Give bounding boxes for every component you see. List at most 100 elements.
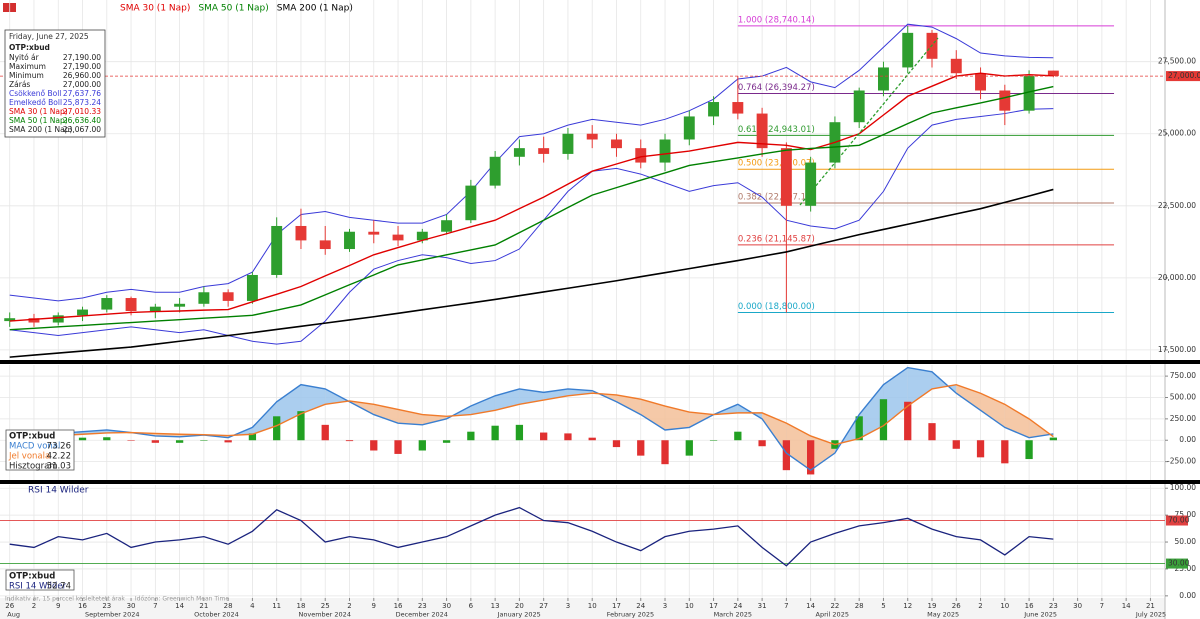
tooltip-symbol: OTP:xbud xyxy=(9,43,50,52)
legend-entry: SMA 50 (1 Nap) xyxy=(198,4,268,14)
x-tick-label: 3 xyxy=(566,602,570,610)
histogram-bar xyxy=(224,440,232,443)
candle-body xyxy=(319,240,331,250)
y-tick-label: 250.00 xyxy=(1170,414,1196,423)
macd-line xyxy=(9,383,1054,446)
level-box xyxy=(1166,515,1188,526)
x-tick-label: 16 xyxy=(394,602,403,610)
histogram-bar xyxy=(103,437,111,441)
x-tick-label: 7 xyxy=(784,602,788,610)
candle-body xyxy=(635,148,647,163)
histogram-bar xyxy=(418,440,426,451)
macd-fill xyxy=(373,404,399,424)
candle-body xyxy=(805,162,817,206)
candle-body xyxy=(246,274,258,301)
histogram-bar xyxy=(709,440,718,441)
histogram-bar xyxy=(515,424,524,441)
legend-value: 31.03 xyxy=(47,462,71,472)
histogram-bar xyxy=(734,431,742,441)
histogram-bar xyxy=(151,440,159,443)
fib-label: 0.000 (18,800.00) xyxy=(738,302,815,312)
legend-title: OTP:xbud xyxy=(9,432,55,442)
x-tick-label: 20 xyxy=(515,602,524,610)
candle-body xyxy=(611,139,622,149)
x-tick-label: 21 xyxy=(199,602,208,610)
fib-label: 0.500 (23,770.07) xyxy=(738,159,815,169)
histogram-bar xyxy=(321,424,329,441)
histogram-bar xyxy=(1025,440,1033,460)
histogram-bar xyxy=(904,401,912,441)
histogram-bar xyxy=(175,440,184,443)
legend-name: Hisztogram xyxy=(9,462,58,472)
x-tick-label: 28 xyxy=(855,602,864,610)
sma-line xyxy=(9,188,1054,358)
tooltip-value: 27,190.00 xyxy=(63,53,101,62)
x-tick-label: 31 xyxy=(758,602,767,610)
tooltip-value: 26,960.00 xyxy=(63,71,101,80)
x-tick-label: 25 xyxy=(321,602,330,610)
x-tick-label: 30 xyxy=(442,602,451,610)
histogram-bar xyxy=(661,440,669,465)
tooltip-box xyxy=(4,29,106,138)
histogram-bar xyxy=(952,440,960,449)
x-tick-label: 27 xyxy=(539,602,548,610)
sma-line xyxy=(9,85,1054,331)
candle-body xyxy=(975,73,987,91)
tooltip-label: Csökkenő Boll xyxy=(9,89,61,98)
candle-body xyxy=(902,32,914,68)
candle-body xyxy=(198,292,210,304)
macd-fill xyxy=(786,423,811,471)
x-tick-label: 10 xyxy=(1000,602,1009,610)
footer-note: Időzóna: Greenwich Mean Time xyxy=(135,596,229,603)
x-tick-label: 14 xyxy=(806,602,815,610)
candle-body xyxy=(28,318,40,323)
month-label: April 2025 xyxy=(816,611,849,619)
rsi-line xyxy=(9,506,1054,567)
histogram-bar xyxy=(127,440,135,441)
legend-value: 42.22 xyxy=(47,452,71,462)
candle-body xyxy=(174,303,186,307)
month-label: November 2024 xyxy=(299,611,351,619)
x-tick-label: 17 xyxy=(612,602,621,610)
y-tick-label: 75.00 xyxy=(1175,510,1197,519)
panel-separator xyxy=(0,360,1200,364)
macd-fill xyxy=(276,384,301,426)
panel-title: RSI 14 Wilder xyxy=(28,486,89,496)
y-tick-label: 27,500.00 xyxy=(1158,57,1196,66)
tooltip-value: 25,873.24 xyxy=(63,98,101,107)
x-tick-label: 30 xyxy=(127,602,136,610)
histogram-bar xyxy=(588,437,596,441)
macd-fill xyxy=(907,367,932,407)
level-label: 30.00 xyxy=(1168,559,1190,568)
candle-body xyxy=(271,225,283,275)
panel-separator xyxy=(0,480,1200,484)
x-tick-label: 18 xyxy=(296,602,305,610)
candle-body xyxy=(368,231,380,235)
x-tick-label: 14 xyxy=(175,602,184,610)
candle-body xyxy=(756,113,768,149)
tooltip-label: Emelkedő Boll xyxy=(9,98,62,107)
candle-body xyxy=(683,116,695,140)
histogram-bar xyxy=(1001,440,1009,464)
x-tick-label: 23 xyxy=(102,602,111,610)
histogram-bar xyxy=(976,440,985,458)
histogram-bar xyxy=(370,440,378,451)
tooltip-label: SMA 50 (1 Nap) xyxy=(9,116,68,125)
tooltip-label: Nyitó ár xyxy=(9,53,40,62)
histogram-bar xyxy=(564,433,572,441)
month-label: Aug xyxy=(7,611,20,619)
y-tick-label: 50.00 xyxy=(1175,537,1197,546)
candle-body xyxy=(513,148,525,157)
candle-body xyxy=(999,90,1011,111)
x-tick-label: 13 xyxy=(491,602,500,610)
candle-body xyxy=(877,67,889,91)
candle-body xyxy=(416,231,428,241)
month-label: May 2025 xyxy=(927,611,959,619)
macd-fill xyxy=(762,412,787,454)
x-tick-label: 16 xyxy=(78,602,87,610)
footer-note: Indikatív ár, 15 perccel késleltetett ár… xyxy=(5,596,125,603)
x-tick-label: 10 xyxy=(685,602,694,610)
y-tick-label: 100.00 xyxy=(1170,483,1196,492)
x-tick-label: 7 xyxy=(153,602,157,610)
